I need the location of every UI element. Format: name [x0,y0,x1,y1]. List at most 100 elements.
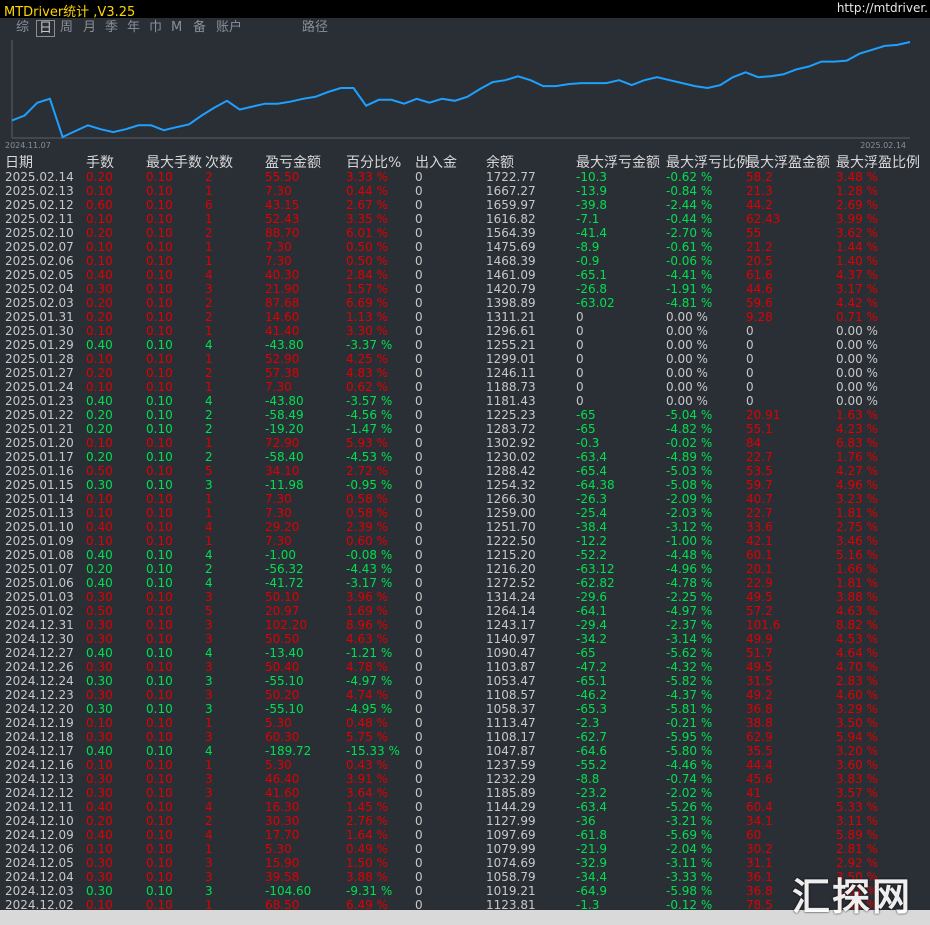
cell: -1.47 % [346,422,393,436]
cell: 4 [205,828,213,842]
cell: -189.72 [265,744,312,758]
cell: 0.10 [86,492,113,506]
cell: 1 [205,380,213,394]
cell: -4.48 % [666,548,713,562]
cell: 68.50 [265,898,300,910]
cell: -26.3 [576,492,608,506]
tab[interactable]: 路径 [302,20,329,35]
cell: 50.20 [265,688,300,702]
cell: 5.93 % [346,436,388,450]
tab[interactable]: 巾 [149,20,163,35]
cell: 0 [415,366,423,380]
cell: 2 [205,226,213,240]
cell: 6 [205,198,213,212]
cell: 58.2 [746,170,773,184]
cell: 1 [205,352,213,366]
cell: 0 [415,254,423,268]
cell: 0 [415,492,423,506]
cell: -52.2 [576,548,608,562]
cell: -65.4 [576,464,608,478]
cell: 0.10 [146,520,173,534]
cell: 0 [746,352,754,366]
cell: 3 [205,702,213,716]
cell: 35.5 [746,744,773,758]
tab[interactable]: 季 [105,20,119,35]
cell: -3.11 % [666,856,713,870]
cell: 0.10 [146,688,173,702]
cell: 0.30 [86,632,113,646]
cell: 3.48 % [836,170,878,184]
cell: 2024.12.19 [5,716,74,730]
cell: -0.44 % [666,212,713,226]
cell: -5.80 % [666,744,713,758]
cell: 0.10 [146,240,173,254]
cell: 1259.00 [486,506,536,520]
cell: 1058.37 [486,702,536,716]
cell: 1108.57 [486,688,536,702]
cell: 1255.21 [486,338,536,352]
cell: 59.6 [746,296,773,310]
cell: 4 [205,646,213,660]
cell: 0 [415,660,423,674]
cell: 2025.01.23 [5,394,74,408]
tab[interactable]: 年 [127,20,141,35]
cell: -4.81 % [666,296,713,310]
tab[interactable]: 综 [16,20,30,35]
cell: 1225.23 [486,408,536,422]
cell: 55.50 [265,170,300,184]
cell: 49.5 [746,660,773,674]
cell: 0.00 % [666,366,708,380]
tab[interactable]: 周 [60,20,74,35]
cell: 1314.24 [486,590,536,604]
cell: -8.8 [576,772,600,786]
cell: 0.00 % [666,338,708,352]
cell: 1.69 % [346,604,388,618]
cell: 4 [205,268,213,282]
cell: 0.10 [146,450,173,464]
cell: -3.21 % [666,814,713,828]
tab[interactable]: 备 [193,20,207,35]
cell: 60 [746,828,762,842]
cell: 2 [205,814,213,828]
cell: 2024.12.18 [5,730,74,744]
cell: -5.04 % [666,408,713,422]
cell: 0.30 [86,674,113,688]
tab[interactable]: 月 [83,20,97,35]
cell: 1246.11 [486,366,536,380]
cell: 0 [415,506,423,520]
cell: 0 [415,422,423,436]
cell: 0.20 [86,422,113,436]
cell: 22.9 [746,576,773,590]
cell: 53.5 [746,464,773,478]
cell: 1058.79 [486,870,536,884]
url[interactable]: http://mtdriver. [836,1,928,15]
tab[interactable]: 账户 [216,20,243,35]
cell: 4 [205,394,213,408]
cell: 0.49 % [346,842,388,856]
cell: 0.40 [86,828,113,842]
cell: 0.60 % [346,534,388,548]
cell: 2025.01.29 [5,338,74,352]
cell: 2025.02.12 [5,198,74,212]
cell: 2024.12.23 [5,688,74,702]
cell: 1140.97 [486,632,536,646]
cell: 3.11 % [836,814,878,828]
cell: 36.8 [746,702,773,716]
cell: 0.10 [146,758,173,772]
cell: 1 [205,240,213,254]
cell: 9.28 [746,310,773,324]
cell: -0.74 % [666,772,713,786]
cell: 4.64 % [836,646,878,660]
cell: 2.39 % [346,520,388,534]
cell: 0.10 [146,268,173,282]
cell: -19.20 [265,422,304,436]
tab-bar: 综日周月季年巾 M 备账户 路径 [0,18,930,38]
cell: 2025.01.02 [5,604,74,618]
column-header: 次数 [205,155,233,171]
cell: 3.60 % [836,758,878,772]
cell: 20.91 [746,408,781,422]
tab[interactable]: 日 [36,20,56,37]
tab[interactable]: M [171,20,183,35]
cell: 1216.20 [486,562,536,576]
cell: 4.63 % [836,604,878,618]
